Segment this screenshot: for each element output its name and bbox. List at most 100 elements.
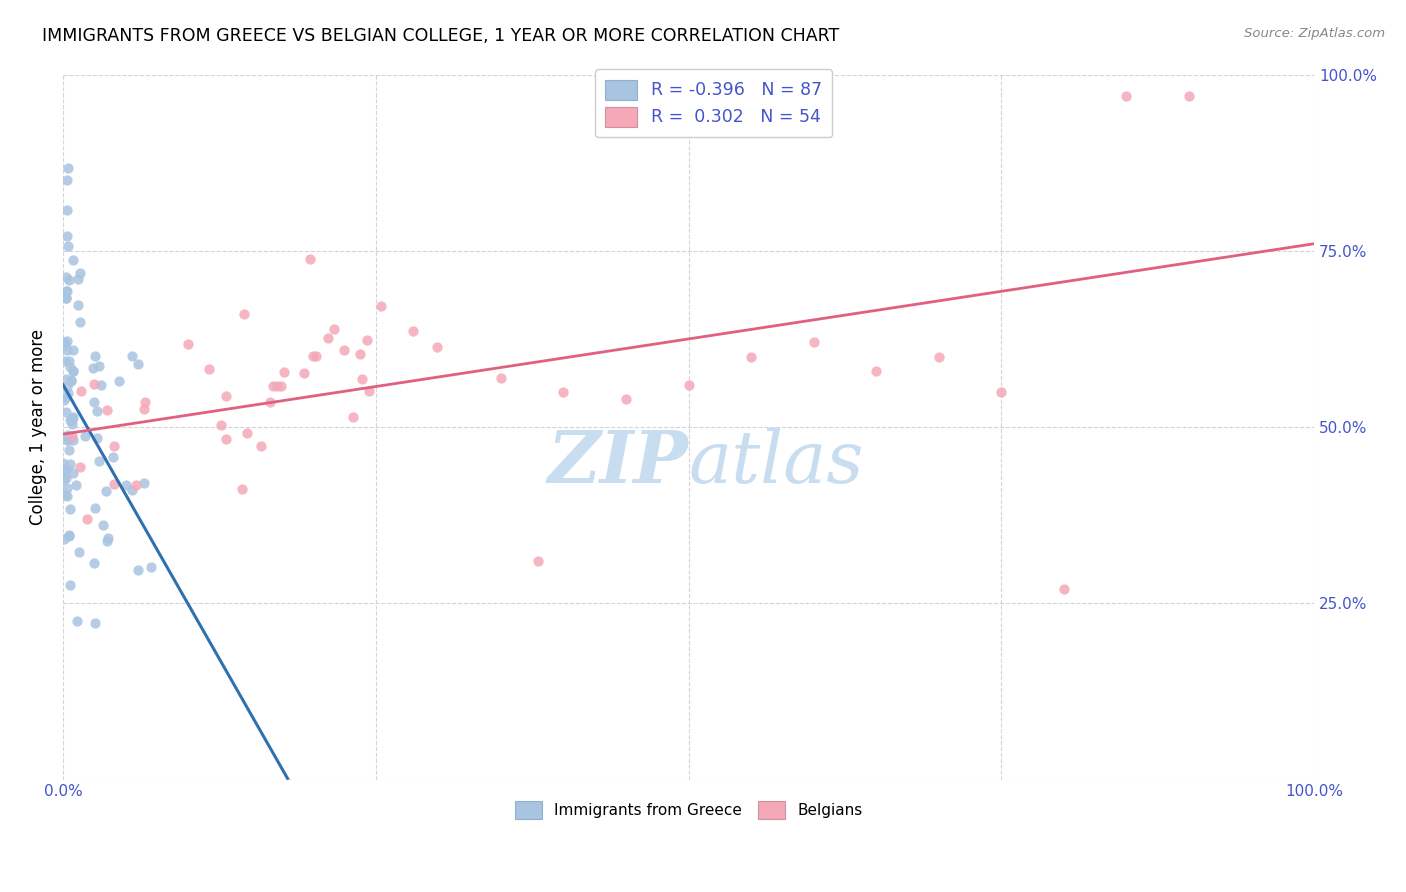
Point [356, 333, 378, 347]
Point [62, 364, 84, 378]
Point [90, 378, 112, 392]
Point [990, 384, 1012, 399]
Point [58, 442, 80, 457]
Point [236, 425, 259, 440]
Point [60, 417, 83, 431]
Point [53, 487, 76, 501]
Point [59, 359, 82, 374]
Point [316, 331, 339, 345]
Point [299, 252, 322, 267]
Point [69, 266, 91, 280]
Point [56, 202, 79, 217]
Point [55, 284, 77, 298]
Point [53, 338, 76, 352]
Point [489, 370, 512, 384]
Point [1053, 582, 1076, 597]
Point [53, 334, 76, 349]
Point [59, 501, 82, 516]
Point [323, 322, 346, 336]
Point [58, 528, 80, 542]
Point [55, 471, 77, 485]
Point [91, 517, 114, 532]
Point [83, 377, 105, 392]
Point [56, 482, 79, 496]
Point [55, 405, 77, 419]
Point [259, 395, 281, 409]
Point [121, 483, 143, 497]
Point [357, 384, 380, 398]
Point [83, 556, 105, 570]
Point [59, 373, 82, 387]
Point [1178, 88, 1201, 103]
Point [305, 349, 328, 363]
Point [58, 354, 80, 368]
Point [62, 364, 84, 378]
Point [231, 482, 253, 496]
Point [62, 410, 84, 425]
Point [132, 401, 155, 416]
Point [333, 343, 356, 358]
Point [66, 298, 89, 312]
Point [740, 350, 762, 364]
Point [614, 392, 637, 406]
Text: IMMIGRANTS FROM GREECE VS BELGIAN COLLEGE, 1 YEAR OR MORE CORRELATION CHART: IMMIGRANTS FROM GREECE VS BELGIAN COLLEG… [42, 27, 839, 45]
Point [59, 413, 82, 427]
Point [266, 379, 288, 393]
Point [349, 347, 371, 361]
Point [273, 365, 295, 379]
Point [96, 533, 118, 548]
Point [215, 389, 238, 403]
Point [55, 462, 77, 476]
Point [62, 343, 84, 357]
Point [232, 307, 254, 321]
Point [59, 374, 82, 388]
Point [59, 578, 82, 592]
Point [56, 334, 79, 348]
Point [134, 395, 156, 409]
Point [114, 478, 136, 492]
Point [56, 173, 79, 187]
Point [82, 361, 104, 376]
Point [402, 324, 425, 338]
Point [53, 354, 76, 368]
Point [527, 554, 550, 568]
Point [209, 418, 232, 433]
Point [56, 428, 79, 442]
Point [678, 377, 700, 392]
Point [270, 379, 292, 393]
Point [125, 478, 148, 492]
Point [52, 456, 75, 470]
Text: atlas: atlas [689, 427, 865, 498]
Point [83, 394, 105, 409]
Point [865, 364, 887, 378]
Point [58, 527, 80, 541]
Point [84, 349, 107, 363]
Point [370, 299, 392, 313]
Point [121, 350, 143, 364]
Point [69, 315, 91, 329]
Point [262, 379, 284, 393]
Point [67, 272, 90, 286]
Point [928, 350, 950, 364]
Point [134, 475, 156, 490]
Point [55, 291, 77, 305]
Point [101, 450, 124, 464]
Point [97, 532, 120, 546]
Point [56, 238, 79, 252]
Point [103, 439, 125, 453]
Point [177, 336, 200, 351]
Point [67, 545, 90, 559]
Point [103, 477, 125, 491]
Point [59, 457, 82, 471]
Point [55, 372, 77, 386]
Point [342, 410, 364, 425]
Point [73, 429, 96, 443]
Point [55, 390, 77, 404]
Point [58, 273, 80, 287]
Point [86, 403, 108, 417]
Point [60, 412, 83, 426]
Point [53, 463, 76, 477]
Point [55, 269, 77, 284]
Point [86, 431, 108, 445]
Point [52, 472, 75, 486]
